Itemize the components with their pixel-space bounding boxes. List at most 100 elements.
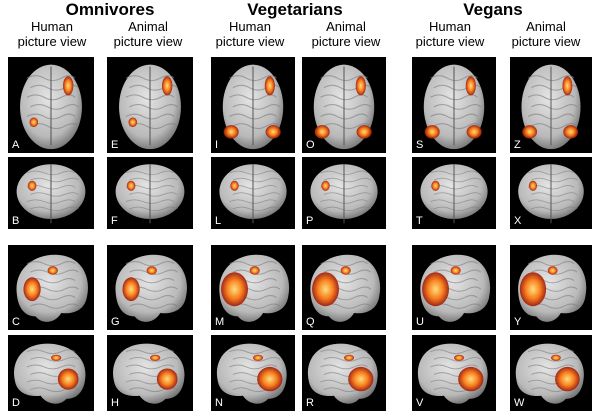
brain-render xyxy=(307,343,378,404)
panel-label: W xyxy=(514,397,525,409)
activation-blob xyxy=(528,180,538,191)
brain-panel-w: W xyxy=(510,335,592,411)
activation-blob xyxy=(450,266,461,275)
activation-blob xyxy=(253,354,264,361)
activation-blob xyxy=(356,125,372,139)
brain-panel-u: U xyxy=(412,245,496,330)
activation-blob xyxy=(466,125,482,139)
brain-panel-c: C xyxy=(8,245,94,330)
activation-blob xyxy=(431,180,440,191)
activation-blob xyxy=(156,368,178,390)
panel-label: U xyxy=(416,316,424,328)
activation-blob xyxy=(458,366,484,392)
brain-panel-y: Y xyxy=(510,245,592,330)
brain-render xyxy=(222,64,284,150)
group-title-omnivores: Omnivores xyxy=(65,0,155,19)
panel-label: E xyxy=(111,139,119,151)
brain-panel-g: G xyxy=(107,245,193,330)
activation-blob xyxy=(551,354,561,361)
brain-render xyxy=(16,164,86,224)
panel-label: H xyxy=(111,397,119,409)
brain-panel-o: O xyxy=(302,57,386,153)
panel-label: L xyxy=(215,215,222,227)
activation-blob xyxy=(51,354,62,361)
activation-blob xyxy=(223,125,239,139)
group-title-vegans: Vegans xyxy=(463,0,523,19)
panel-label: X xyxy=(514,215,522,227)
brain-panel-t: T xyxy=(412,157,496,229)
brain-render xyxy=(216,343,287,404)
brain-render xyxy=(219,164,287,224)
brain-panel-s: S xyxy=(412,57,496,153)
activation-blob xyxy=(555,366,580,392)
panel-label: D xyxy=(12,397,20,409)
panel-label: S xyxy=(416,139,424,151)
activation-blob xyxy=(454,354,465,361)
brain-panel-x: X xyxy=(510,157,592,229)
brain-render xyxy=(310,254,381,322)
brain-render xyxy=(16,254,88,322)
brain-render xyxy=(115,254,187,322)
brain-render xyxy=(14,343,86,404)
brain-render xyxy=(518,164,584,224)
brain-panel-m: M xyxy=(211,245,295,330)
brain-panel-f: F xyxy=(107,157,193,229)
panel-label: O xyxy=(306,139,315,151)
activation-blob xyxy=(340,266,351,275)
subtitle-vegetarians-animal: Animal picture view xyxy=(311,19,381,49)
brain-render xyxy=(20,64,82,150)
activation-blob xyxy=(312,272,339,307)
brain-panel-d: D xyxy=(8,335,94,411)
brain-panel-r: R xyxy=(302,335,386,411)
activation-blob xyxy=(314,125,330,139)
brain-panel-h: H xyxy=(107,335,193,411)
panel-label: V xyxy=(416,397,424,409)
activation-blob xyxy=(321,180,330,191)
brain-render xyxy=(423,64,485,150)
activation-blob xyxy=(465,76,476,96)
panel-label: Q xyxy=(306,316,315,328)
activation-blob xyxy=(563,125,579,139)
panel-label: Z xyxy=(514,139,521,151)
activation-blob xyxy=(47,266,58,275)
brain-render xyxy=(119,64,181,150)
group-title-vegetarians: Vegetarians xyxy=(247,0,343,19)
activation-blob xyxy=(562,76,573,96)
brain-panel-e: E xyxy=(107,57,193,153)
activation-blob xyxy=(23,277,41,302)
brain-render xyxy=(113,343,185,404)
activation-blob xyxy=(230,180,239,191)
brain-panel-i: I xyxy=(211,57,295,153)
brain-panel-q: Q xyxy=(302,245,386,330)
panel-label: I xyxy=(215,139,219,151)
brain-render xyxy=(219,254,290,322)
panel-label: T xyxy=(416,215,423,227)
subtitle-omnivores-human: Human picture view xyxy=(17,19,87,49)
brain-panel-z: Z xyxy=(510,57,592,153)
brain-render xyxy=(420,164,488,224)
activation-blob xyxy=(146,266,157,275)
panel-label: Y xyxy=(514,316,522,328)
activation-blob xyxy=(348,366,374,392)
activation-blob xyxy=(221,272,248,307)
brain-panel-v: V xyxy=(412,335,496,411)
activation-blob xyxy=(29,117,39,128)
brain-render xyxy=(521,64,581,150)
brain-panel-n: N xyxy=(211,335,295,411)
brain-panel-p: P xyxy=(302,157,386,229)
activation-blob xyxy=(265,125,281,139)
activation-blob xyxy=(547,266,558,275)
activation-blob xyxy=(355,76,366,96)
subtitle-omnivores-animal: Animal picture view xyxy=(113,19,183,49)
brain-render xyxy=(313,64,375,150)
brain-panel-b: B xyxy=(8,157,94,229)
brain-panel-a: A xyxy=(8,57,94,153)
activation-blob xyxy=(264,76,275,96)
panel-label: B xyxy=(12,215,20,227)
brain-render xyxy=(420,254,491,322)
panel-label: N xyxy=(215,397,223,409)
activation-blob xyxy=(63,76,74,96)
subtitle-vegetarians-human: Human picture view xyxy=(215,19,285,49)
panel-label: A xyxy=(12,139,20,151)
brain-render xyxy=(417,343,488,404)
